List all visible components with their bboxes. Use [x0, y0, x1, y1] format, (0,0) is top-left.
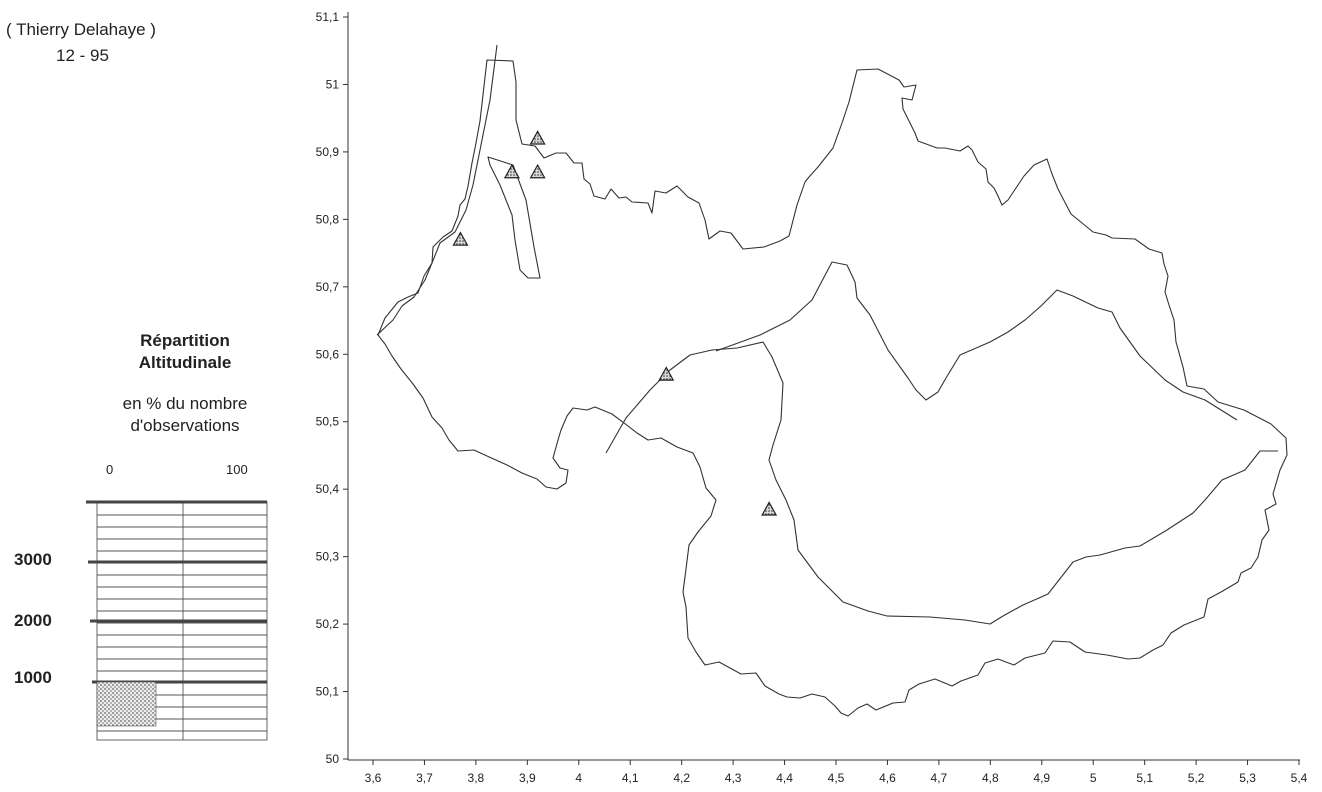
river-line: [376, 44, 498, 336]
altitude-label-2000: 2000: [14, 611, 52, 630]
histogram-title-line1: Répartition: [140, 331, 230, 350]
inner-enclave-outline: [487, 156, 541, 279]
histogram-bar-0-1000: [96, 681, 157, 727]
y-tick-label: 50,8: [316, 212, 340, 226]
x-tick-label: 5,3: [1239, 771, 1256, 785]
histogram-subtitle-line2: d'observations: [130, 416, 240, 435]
altitude-label-3000: 3000: [14, 550, 52, 569]
map-x-ticks: 3,6 3,7 3,8 3,9 4 4,1 4,2 4,3 4,4 4,5 4,6 4,7 4,8 4,9…: [365, 760, 1308, 785]
histogram-subtitle-line1: en % du nombre: [122, 394, 248, 413]
observation-triangle-marker: [503, 163, 520, 179]
y-tick-label: 51: [326, 77, 340, 91]
y-tick-label: 50,9: [316, 145, 340, 159]
x-tick-label: 4,6: [879, 771, 896, 785]
y-tick-label: 50,6: [316, 347, 340, 361]
author-credit: ( Thierry Delahaye ): [6, 20, 156, 39]
y-tick-label: 51,1: [316, 10, 340, 24]
date-label: 12 - 95: [56, 46, 109, 65]
x-tick-label: 3,6: [365, 771, 382, 785]
histogram-thick-lines: [86, 500, 267, 684]
x-tick-label: 4,2: [673, 771, 690, 785]
observation-triangle-marker: [529, 163, 546, 179]
histogram-title-line2: Altitudinale: [138, 353, 232, 372]
observation-triangle-marker: [529, 130, 546, 145]
y-tick-label: 50,3: [316, 550, 340, 564]
x-tick-label: 4: [575, 771, 582, 785]
histogram-title: Répartition Altitudinale: [80, 330, 290, 374]
y-tick-label: 50,1: [316, 685, 340, 699]
observation-triangle-marker: [452, 231, 469, 246]
y-tick-label: 50,2: [316, 617, 340, 631]
map-axes: [347, 12, 1300, 761]
x-tick-label: 4,9: [1033, 771, 1050, 785]
map-y-ticks: 50 50,1 50,2 50,3 50,4 50,5 50,6 50,7 50,8 50,9 51…: [316, 10, 348, 766]
x-tick-label: 4,5: [828, 771, 845, 785]
y-tick-label: 50,4: [316, 482, 340, 496]
x-tick-label: 5,4: [1291, 771, 1308, 785]
map-region-outlines: [376, 44, 1288, 717]
y-tick-label: 50: [326, 752, 340, 766]
observation-triangle-marker: [658, 366, 675, 381]
x-tick-label: 5: [1090, 771, 1097, 785]
observation-triangle-marker: [761, 501, 778, 516]
histogram-subtitle: en % du nombre d'observations: [80, 393, 290, 437]
altitude-label-1000: 1000: [14, 668, 52, 687]
histogram-x-min-label: 0: [106, 462, 114, 477]
x-tick-label: 4,4: [776, 771, 793, 785]
x-tick-label: 5,1: [1136, 771, 1153, 785]
central-region-outline: [605, 341, 1278, 625]
x-tick-label: 3,9: [519, 771, 536, 785]
y-tick-label: 50,5: [316, 415, 340, 429]
outer-region-outline: [377, 59, 1288, 717]
x-tick-label: 3,7: [416, 771, 433, 785]
upper-region-outline: [715, 261, 1238, 421]
y-tick-label: 50,7: [316, 280, 340, 294]
x-tick-label: 4,8: [982, 771, 999, 785]
x-tick-label: 5,2: [1188, 771, 1205, 785]
x-tick-label: 3,8: [468, 771, 485, 785]
histogram-x-max-label: 100: [226, 462, 248, 477]
observation-markers: [452, 130, 778, 516]
x-tick-label: 4,7: [931, 771, 948, 785]
x-tick-label: 4,1: [622, 771, 639, 785]
x-tick-label: 4,3: [725, 771, 742, 785]
